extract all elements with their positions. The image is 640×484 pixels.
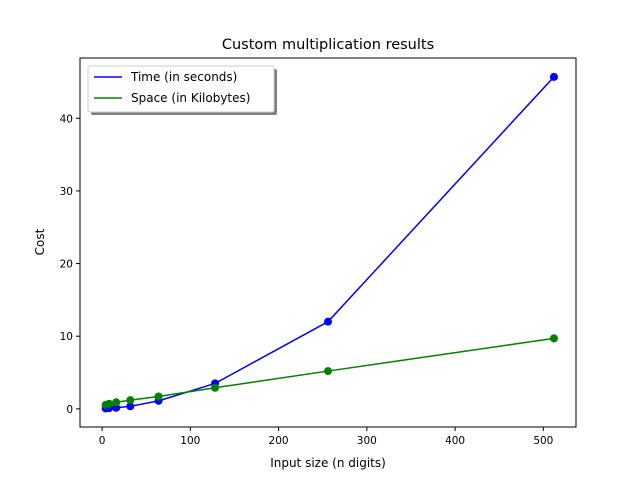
- legend: Time (in seconds) Space (in Kilobytes): [87, 65, 277, 115]
- x-axis-label: Input size (n digits): [270, 456, 386, 470]
- x-tick-label: 0: [99, 435, 106, 447]
- y-tick-label: 20: [60, 259, 73, 271]
- chart-title: Custom multiplication results: [222, 37, 434, 53]
- legend-label-time: Time (in seconds): [130, 70, 237, 84]
- x-tick-label: 100: [180, 435, 200, 447]
- data-point-series-1: [112, 398, 121, 407]
- y-tick-label: 40: [60, 113, 73, 125]
- legend-frame: [87, 65, 275, 113]
- y-tick-label: 10: [60, 331, 73, 343]
- data-point-series-1: [211, 383, 220, 392]
- axes-frame: [79, 57, 577, 428]
- data-point-series-0: [324, 317, 332, 326]
- data-point-series-1: [126, 396, 135, 405]
- y-tick-label: 30: [60, 186, 73, 198]
- data-point-series-1: [154, 392, 163, 401]
- data-point-series-0: [126, 402, 135, 411]
- x-tick-label: 200: [269, 435, 289, 447]
- y-tick-label: 0: [66, 404, 73, 416]
- legend-label-space: Space (in Kilobytes): [131, 91, 250, 105]
- data-point-series-1: [105, 399, 114, 408]
- x-tick-label: 400: [445, 435, 465, 447]
- data-point-series-0: [549, 72, 558, 81]
- plot-area: [101, 72, 558, 413]
- y-axis-label: Cost: [33, 228, 47, 255]
- x-tick-label: 300: [357, 435, 377, 447]
- data-point-series-1: [324, 367, 332, 376]
- data-point-series-1: [549, 334, 558, 343]
- x-tick-label: 500: [533, 435, 553, 447]
